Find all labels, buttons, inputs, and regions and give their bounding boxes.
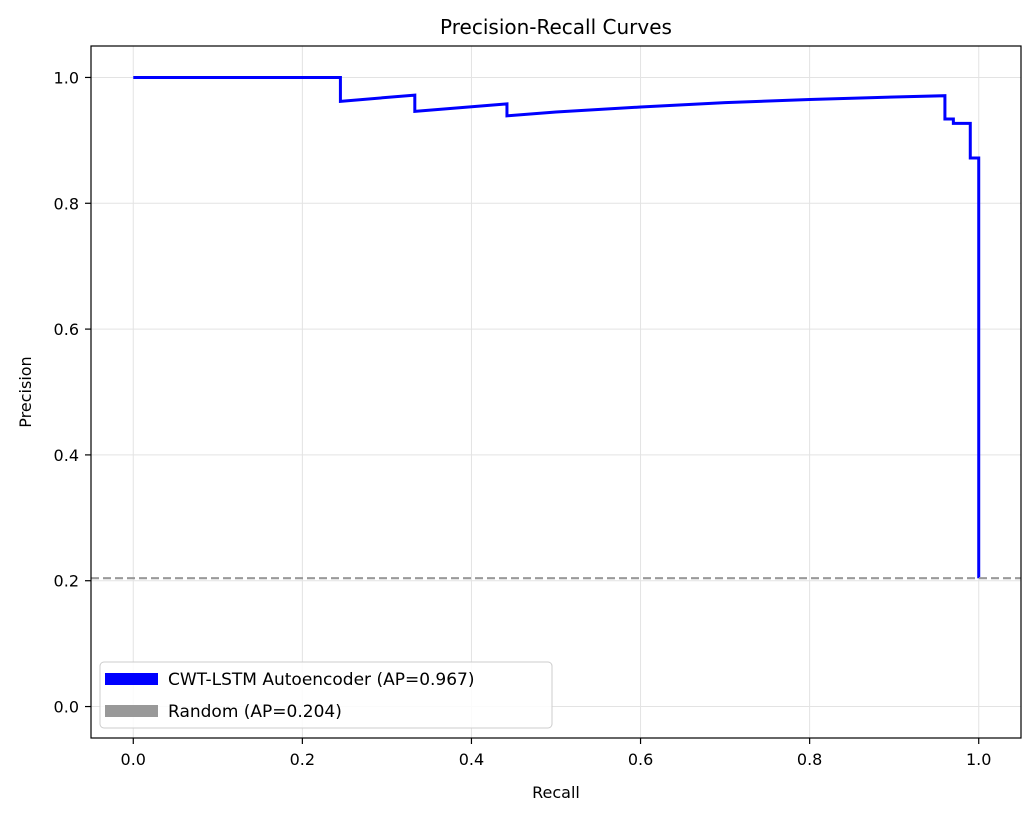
chart-title: Precision-Recall Curves — [440, 15, 672, 39]
x-tick-label: 0.8 — [797, 750, 822, 769]
legend-entry-label: Random (AP=0.204) — [168, 702, 342, 722]
plot-frame — [90, 45, 1022, 739]
y-tick-label: 1.0 — [54, 68, 79, 87]
series-lines — [91, 75, 1021, 580]
x-tick-label: 0.2 — [290, 750, 315, 769]
y-axis-label: Precision — [16, 356, 35, 427]
axis-ticks: 0.0 0.2 0.4 0.6 0.8 1.0 0.0 0.2 0.4 0.6 0.8 1.0 — [54, 68, 992, 769]
legend-entry-label: CWT-LSTM Autoencoder (AP=0.967) — [168, 670, 475, 690]
y-tick-label: 0.0 — [54, 698, 79, 717]
cwt-lstm-pr-curve — [133, 75, 981, 579]
y-tick-label: 0.8 — [54, 194, 79, 213]
legend: CWT-LSTM Autoencoder (AP=0.967) Random (A… — [99, 661, 553, 729]
legend-swatch — [105, 673, 158, 685]
y-tick-label: 0.6 — [54, 320, 79, 339]
y-tick-label: 0.4 — [54, 446, 79, 465]
legend-swatch — [105, 705, 158, 717]
legend-box — [99, 661, 553, 729]
grid-lines — [91, 46, 1021, 738]
x-tick-label: 0.6 — [628, 750, 653, 769]
y-tick-label: 0.2 — [54, 572, 79, 591]
x-tick-label: 0.4 — [459, 750, 484, 769]
x-tick-label: 0.0 — [121, 750, 146, 769]
x-tick-label: 1.0 — [966, 750, 991, 769]
x-axis-label: Recall — [532, 783, 580, 802]
